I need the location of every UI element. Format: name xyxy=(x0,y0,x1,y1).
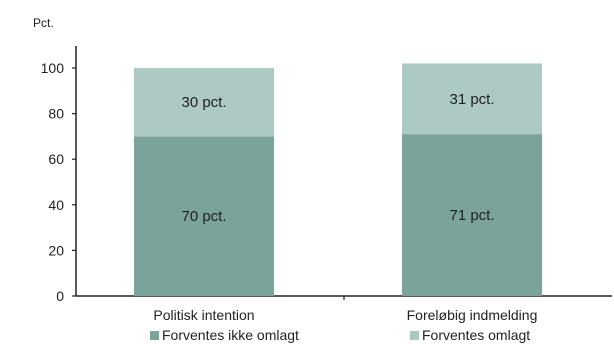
data-label: 71 pct. xyxy=(449,207,494,224)
legend-entry: Forventes ikke omlagt xyxy=(162,327,299,343)
legend-swatch xyxy=(150,331,159,340)
bar-segment xyxy=(134,68,274,137)
bars: 70 pct. 30 pct. 71 pct. 31 pct. xyxy=(134,63,542,296)
y-tick-label: 40 xyxy=(48,197,64,213)
x-category-label: Foreløbig indmelding xyxy=(407,307,538,323)
y-tick-label: 80 xyxy=(48,106,64,122)
y-unit-label: Pct. xyxy=(33,16,54,30)
y-tick-label: 20 xyxy=(48,242,64,258)
legend: Forventes ikke omlagt Forventes omlagt xyxy=(150,327,530,343)
y-tick-label: 60 xyxy=(48,151,64,167)
legend-swatch xyxy=(410,331,419,340)
legend-entry: Forventes omlagt xyxy=(422,327,530,343)
y-tick-label: 100 xyxy=(41,60,65,76)
bar-segment xyxy=(134,136,274,296)
data-label: 70 pct. xyxy=(181,208,226,225)
y-tick-label: 0 xyxy=(56,288,64,304)
data-label: 31 pct. xyxy=(449,91,494,108)
y-axis: 0 20 40 60 80 100 xyxy=(41,46,77,304)
bar-segment xyxy=(402,63,542,135)
x-category-label: Politisk intention xyxy=(153,307,254,323)
x-axis: Politisk intention Foreløbig indmelding xyxy=(76,295,612,323)
bar-segment xyxy=(402,134,542,296)
data-label: 30 pct. xyxy=(181,94,226,111)
